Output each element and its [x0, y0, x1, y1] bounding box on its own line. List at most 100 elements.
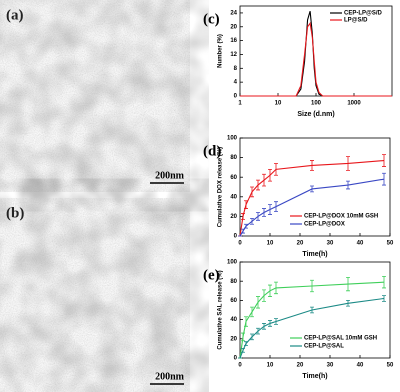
y-tick-label: 16	[230, 38, 237, 44]
y-tick-label: 100	[227, 136, 238, 142]
x-tick-label: 20	[297, 363, 304, 369]
legend-label: CEP-LP@SAL	[304, 344, 344, 350]
x-tick-label: 10	[267, 363, 274, 369]
legend-label: LP@S/D	[344, 18, 368, 24]
error-bar	[244, 341, 248, 346]
error-bar	[274, 201, 278, 212]
legend-label: CEP-LP@DOX 10mM GSH	[304, 214, 378, 220]
tem-image-b: (b) 200nm	[0, 198, 190, 392]
x-tick-label: 20	[297, 241, 304, 247]
y-axis-label: Cumulative SAL release (%)	[218, 270, 224, 349]
error-bar	[262, 323, 266, 330]
error-bar	[274, 318, 278, 325]
legend-label: CEP-LP@S/D	[344, 11, 383, 17]
legend-label: CEP-LP@DOX	[304, 222, 345, 228]
error-bar	[256, 327, 260, 335]
error-bar	[274, 281, 278, 295]
plot-frame	[239, 261, 391, 359]
x-axis-label: Time(h)	[302, 251, 327, 258]
panel-label: (a)	[6, 7, 24, 23]
error-bar	[310, 160, 314, 171]
y-axis-label: Number (%)	[218, 34, 224, 68]
x-tick-label: 30	[327, 241, 334, 247]
y-tick-label: 100	[227, 260, 238, 266]
y-tick-label: 60	[230, 175, 237, 181]
error-bar	[382, 172, 386, 186]
y-tick-label: 20	[230, 24, 237, 30]
y-tick-label: 60	[230, 298, 237, 304]
error-bar	[382, 276, 386, 289]
error-bar	[262, 208, 266, 217]
y-tick-label: 0	[234, 356, 238, 362]
x-tick-label: 0	[238, 241, 242, 247]
series-line	[240, 21, 392, 97]
x-axis-label: Time(h)	[302, 373, 327, 380]
x-tick-label: 100	[311, 101, 322, 107]
y-tick-label: 4	[234, 80, 238, 86]
y-tick-label: 0	[234, 94, 238, 100]
error-bar	[256, 296, 260, 309]
error-bar	[262, 173, 266, 187]
x-tick-label: 10	[275, 101, 282, 107]
error-bar	[310, 306, 314, 314]
panel-label: (d)	[203, 143, 221, 159]
error-bar	[250, 333, 254, 341]
plot-frame	[239, 137, 391, 237]
error-bar	[268, 284, 272, 297]
x-tick-label: 40	[357, 241, 364, 247]
x-tick-label: 30	[327, 363, 334, 369]
error-bar	[382, 295, 386, 302]
scale-label: 200nm	[155, 371, 185, 382]
error-bar	[268, 320, 272, 327]
y-tick-label: 40	[230, 194, 237, 200]
y-tick-label: 12	[230, 52, 237, 58]
error-bar	[244, 223, 248, 229]
x-tick-label: 10	[267, 241, 274, 247]
panel-label: (e)	[203, 267, 220, 283]
legend-label: CEP-LP@SAL 10mM GSH	[304, 336, 377, 342]
y-tick-label: 0	[234, 234, 238, 240]
error-bar	[310, 185, 314, 193]
error-bar	[244, 316, 248, 327]
x-tick-label: 40	[357, 363, 364, 369]
error-bar	[346, 276, 350, 292]
error-bar	[310, 279, 314, 293]
error-bar	[346, 156, 350, 171]
error-bar	[241, 228, 245, 234]
error-bar	[268, 204, 272, 215]
x-tick-label: 50	[387, 363, 394, 369]
y-tick-label: 80	[230, 279, 237, 285]
error-bar	[256, 212, 260, 221]
error-bar	[268, 168, 272, 182]
error-bar	[346, 300, 350, 307]
y-tick-label: 20	[230, 214, 237, 220]
error-bar	[241, 332, 245, 342]
scale-label: 200nm	[155, 170, 185, 181]
error-bar	[250, 306, 254, 318]
x-axis-label: Size (d.nm)	[297, 111, 334, 118]
error-bar	[250, 186, 254, 198]
error-bar	[262, 289, 266, 302]
y-tick-label: 40	[230, 317, 237, 323]
panel-label: (b)	[6, 205, 24, 221]
error-bar	[256, 179, 260, 191]
y-tick-label: 24	[230, 11, 237, 17]
error-bar	[274, 163, 278, 176]
y-tick-label: 20	[230, 336, 237, 342]
error-bar	[250, 217, 254, 225]
panel-label: (c)	[203, 11, 220, 27]
error-bar	[241, 213, 245, 220]
x-tick-label: 1	[238, 101, 242, 107]
error-bar	[382, 154, 386, 167]
error-bar	[241, 348, 245, 353]
tem-image-a: (a) 200nm	[0, 0, 190, 192]
y-tick-label: 8	[234, 66, 238, 72]
x-tick-label: 50	[387, 241, 394, 247]
error-bar	[244, 200, 248, 209]
x-tick-label: 0	[238, 363, 242, 369]
y-tick-label: 80	[230, 155, 237, 161]
y-axis-label: Cumulative DOX release (%)	[218, 147, 224, 227]
x-tick-label: 1000	[347, 101, 361, 107]
error-bar	[346, 180, 350, 190]
